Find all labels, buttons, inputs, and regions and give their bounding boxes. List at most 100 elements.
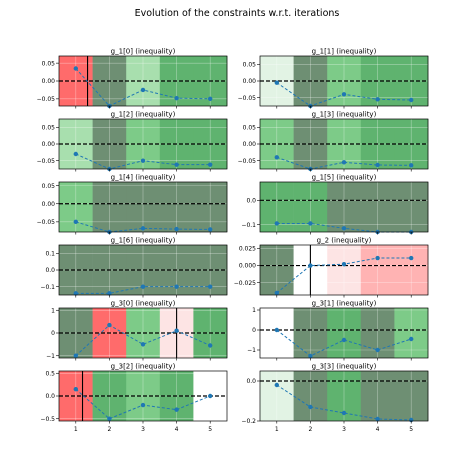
y-tick-label: −1 [247,347,256,354]
x-tick-label: 5 [409,426,413,433]
y-tick-label: 0.025 [239,246,256,253]
iteration-cell [260,119,294,169]
data-point [308,404,313,410]
y-tick-label: 0.05 [243,62,257,69]
subplot: −1 0 1 g_3[0] (inequality) [46,300,228,361]
x-tick-label: 3 [342,426,346,433]
x-tick-label: 1 [74,426,78,433]
subplot-title: g_1[0] (inequality) [111,48,176,56]
iteration-cell [59,371,93,421]
iteration-cell [260,308,294,358]
data-point [174,162,179,167]
subplot: −0.025 0.000 0.025 g_2 (inequality) [234,237,429,298]
y-tick-label: −1 [46,353,55,360]
series-line [75,324,211,357]
iteration-cell [394,308,429,358]
iteration-cell [293,371,328,421]
y-tick-label: 0.05 [42,125,56,132]
subplot-title: g_1[3] (inequality) [312,111,377,119]
data-point [375,347,380,353]
x-tick-label: 3 [141,426,145,433]
y-tick-label: −0.2 [241,418,256,425]
y-tick-label: 0.00 [243,78,257,85]
data-point [208,96,213,102]
data-point [308,263,313,268]
y-tick-label: 0.000 [239,263,256,270]
y-tick-label: −0.5 [40,416,55,423]
y-tick-label: 0.05 [42,183,56,190]
y-tick-label: 0.0 [246,378,256,385]
iteration-cell [260,245,294,295]
data-point [73,386,79,392]
y-tick-label: −0.05 [37,219,56,226]
subplot: −0.05 0.00 0.05 g_1[1] (inequality) [238,48,429,109]
subplot: −0.05 0.00 0.05 g_1[3] (inequality) [238,111,429,172]
subplot-title: g_1[5] (inequality) [312,174,377,182]
data-point [107,416,112,421]
iteration-cell [59,245,93,295]
iteration-cell [394,182,429,232]
data-point [208,162,213,167]
iteration-cell [260,371,294,421]
subplot: −1 0 1 g_3[1] (inequality) [247,300,429,361]
data-point [375,416,380,422]
y-tick-label: 0.05 [42,60,56,67]
iteration-cell [159,182,194,232]
y-tick-label: 0.00 [42,78,56,85]
data-point [174,328,179,333]
data-point [208,343,213,348]
subplot-title: g_1[6] (inequality) [111,237,176,245]
iteration-cell [327,182,362,232]
iteration-cell [59,308,93,358]
y-tick-label: −0.1 [241,222,256,229]
data-point [174,407,179,412]
data-point [341,261,347,267]
subplot-title: g_3[1] (inequality) [312,300,377,308]
series-line [276,329,412,357]
subplot-title: g_1[1] (inequality) [312,48,377,56]
y-tick-label: −0.05 [37,96,56,103]
data-point [375,97,380,102]
iteration-cell [59,119,93,169]
iteration-cell [193,182,228,232]
data-point [274,155,279,160]
data-point [174,95,179,101]
y-tick-label: 0.0 [45,267,55,274]
iteration-cell [360,245,395,295]
subplot-title: g_1[2] (inequality) [111,111,176,119]
x-tick-label: 2 [308,426,312,433]
y-tick-label: 0.00 [42,141,56,148]
iteration-cell [293,308,328,358]
y-tick-label: 0.0 [246,197,256,204]
data-point [174,226,179,232]
y-tick-label: −0.1 [40,284,55,291]
x-tick-label: 2 [107,426,111,433]
subplot: −0.2 0.0 1 2 3 4 5 g_3[3] (inequality) [241,363,429,433]
iteration-cell [360,182,395,232]
y-tick-label: 0.0 [45,393,55,400]
y-tick-label: 0.1 [45,251,55,258]
iteration-cell [394,245,429,295]
subplot-title: g_3[3] (inequality) [312,363,377,371]
y-tick-label: 0.05 [243,125,257,132]
data-point [274,221,279,226]
y-tick-label: −0.05 [238,158,257,165]
data-point [140,226,146,231]
data-point [341,410,347,416]
data-point [208,227,213,232]
subplot: −0.05 0.00 0.05 g_1[0] (inequality) [37,48,228,109]
data-point [140,342,146,347]
subplot-grid: −0.050.000.05g_1[0] (inequality)−0.050.0… [37,48,429,433]
data-point [274,382,279,388]
data-point [73,353,79,358]
data-point [274,80,279,85]
y-tick-label: 1 [252,307,256,314]
y-tick-label: −0.05 [37,158,56,165]
y-tick-label: 0.00 [42,201,56,208]
data-point [409,97,414,103]
data-point [73,291,79,296]
data-point [107,322,112,328]
data-point [409,163,414,168]
data-point [341,92,347,97]
